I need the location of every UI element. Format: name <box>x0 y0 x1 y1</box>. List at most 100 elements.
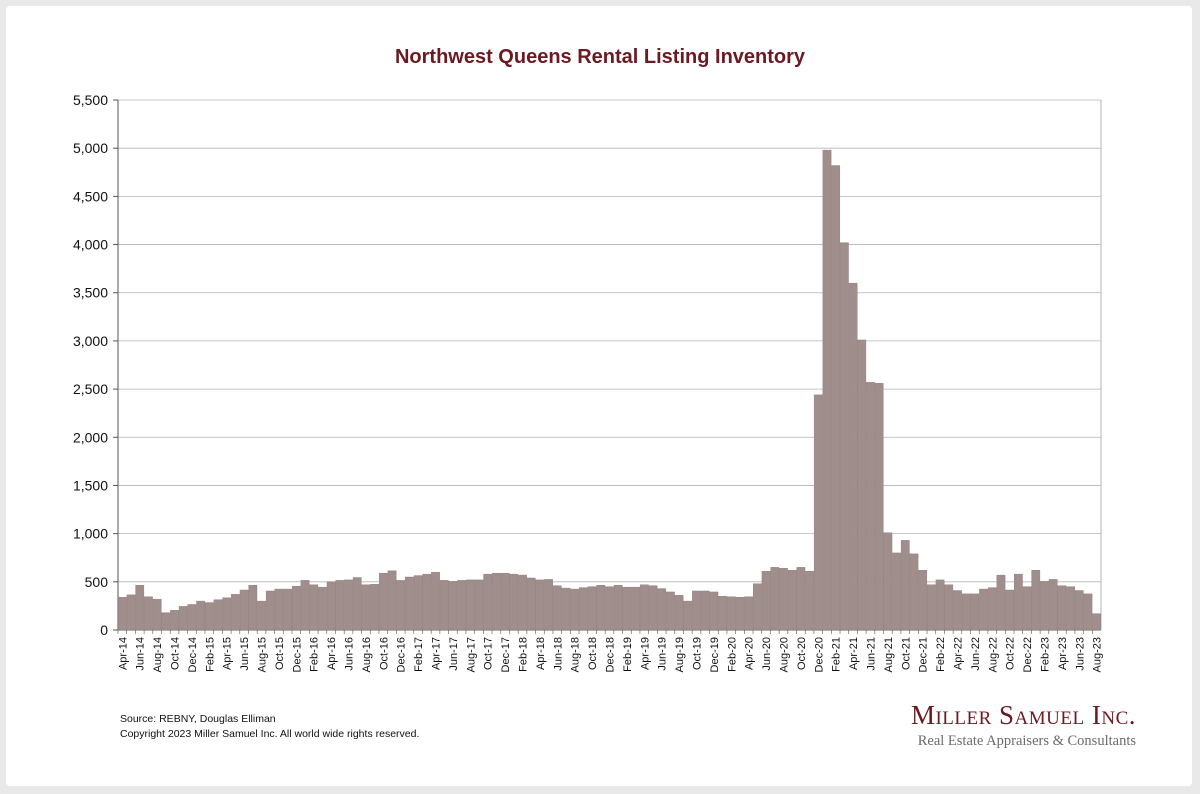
bar <box>318 586 327 631</box>
copyright-text: Copyright 2023 Miller Samuel Inc. All wo… <box>120 728 420 740</box>
bar <box>361 584 371 631</box>
x-tick-label: Oct-21 <box>900 637 912 670</box>
bar <box>378 572 388 631</box>
bar <box>561 587 571 631</box>
x-tick-label: Apr-15 <box>222 637 234 670</box>
x-tick-label: Jun-17 <box>448 637 460 671</box>
bar <box>987 587 997 631</box>
x-tick-label: Jun-20 <box>761 637 773 671</box>
chart-title: Northwest Queens Rental Listing Inventor… <box>394 46 806 68</box>
bar <box>813 394 823 631</box>
x-tick-label: Aug-15 <box>257 637 269 672</box>
bar <box>631 586 640 631</box>
bar <box>639 584 649 631</box>
bar <box>961 593 971 631</box>
x-tick-label: Feb-18 <box>518 637 530 672</box>
bar <box>840 242 849 631</box>
y-tick-label: 4,000 <box>73 237 108 253</box>
x-tick-label: Apr-19 <box>639 637 651 670</box>
x-tick-label: Jun-19 <box>657 637 669 671</box>
bar <box>309 584 319 631</box>
chart-card <box>6 6 1192 786</box>
bar <box>492 572 501 631</box>
x-tick-label: Jun-15 <box>239 637 251 671</box>
x-tick-label: Apr-23 <box>1057 637 1069 670</box>
bar <box>370 584 379 631</box>
bar <box>700 590 710 631</box>
y-tick-label: 3,500 <box>73 285 108 301</box>
x-tick-label: Jun-14 <box>135 637 147 671</box>
x-tick-label: Feb-20 <box>726 637 738 672</box>
y-tick-label: 2,500 <box>73 381 108 397</box>
bar <box>396 580 406 631</box>
x-tick-label: Aug-23 <box>1092 637 1104 672</box>
y-tick-label: 3,000 <box>73 333 108 349</box>
bar <box>457 580 466 631</box>
bar <box>900 540 910 631</box>
bar <box>1040 581 1049 631</box>
logo-name: Miller Samuel Inc. <box>910 700 1136 730</box>
bar <box>518 574 527 631</box>
bar <box>935 579 945 631</box>
x-tick-label: Apr-17 <box>431 637 443 670</box>
x-tick-label: Jun-21 <box>865 637 877 671</box>
x-tick-label: Apr-18 <box>535 637 547 670</box>
bar <box>805 571 814 631</box>
y-tick-label: 500 <box>85 574 109 590</box>
bar <box>822 149 832 631</box>
bar <box>787 570 797 631</box>
bar <box>1014 573 1023 631</box>
bar <box>413 575 423 631</box>
bar <box>909 553 919 631</box>
bar <box>483 573 493 631</box>
bar <box>274 588 284 631</box>
x-tick-label: Dec-16 <box>396 637 408 672</box>
source-note: Source: REBNY, Douglas Elliman Copyright… <box>120 712 419 742</box>
x-tick-label: Feb-23 <box>1039 637 1051 672</box>
y-tick-label: 0 <box>100 622 108 638</box>
x-tick-label: Aug-17 <box>465 637 477 672</box>
bar <box>152 598 162 631</box>
bar <box>622 586 632 631</box>
bar <box>761 571 771 631</box>
bar <box>1048 579 1058 631</box>
x-tick-label: Aug-19 <box>674 637 686 672</box>
x-tick-label: Jun-16 <box>344 637 356 671</box>
company-logo: Miller Samuel Inc. Real Estate Appraiser… <box>911 700 1136 750</box>
x-axis-ticks: Apr-14 Jun-14 Aug-14 Oct-14 Dec-14 Feb-15 Apr-… <box>117 630 1104 672</box>
bar <box>770 567 780 631</box>
bar <box>161 612 171 631</box>
bar <box>1005 589 1015 631</box>
bar <box>927 584 936 631</box>
y-tick-label: 1,500 <box>73 477 108 493</box>
bar <box>657 588 667 631</box>
x-tick-label: Aug-22 <box>987 637 999 672</box>
bar <box>344 579 353 631</box>
bar <box>352 577 362 631</box>
bar <box>300 580 310 631</box>
x-tick-label: Oct-14 <box>170 637 182 670</box>
bar <box>596 584 606 631</box>
bar <box>1083 593 1093 631</box>
bar <box>544 579 553 631</box>
bar <box>196 600 205 631</box>
bar <box>552 585 562 631</box>
bar <box>613 584 623 631</box>
bar <box>779 568 788 631</box>
bar <box>726 596 736 631</box>
x-tick-label: Dec-19 <box>709 637 721 672</box>
x-tick-label: Feb-19 <box>622 637 634 672</box>
bar <box>231 594 240 631</box>
logo-tagline: Real Estate Appraisers & Consultants <box>917 733 1136 749</box>
x-tick-label: Dec-18 <box>605 637 617 672</box>
bar <box>213 599 223 631</box>
bar <box>422 573 432 631</box>
bar <box>892 552 901 631</box>
x-tick-label: Dec-22 <box>1022 637 1034 672</box>
bar <box>866 382 875 631</box>
source-text: Source: REBNY, Douglas Elliman <box>120 713 276 725</box>
bar <box>735 597 745 631</box>
bar <box>883 532 893 631</box>
x-tick-label: Aug-18 <box>570 637 582 672</box>
